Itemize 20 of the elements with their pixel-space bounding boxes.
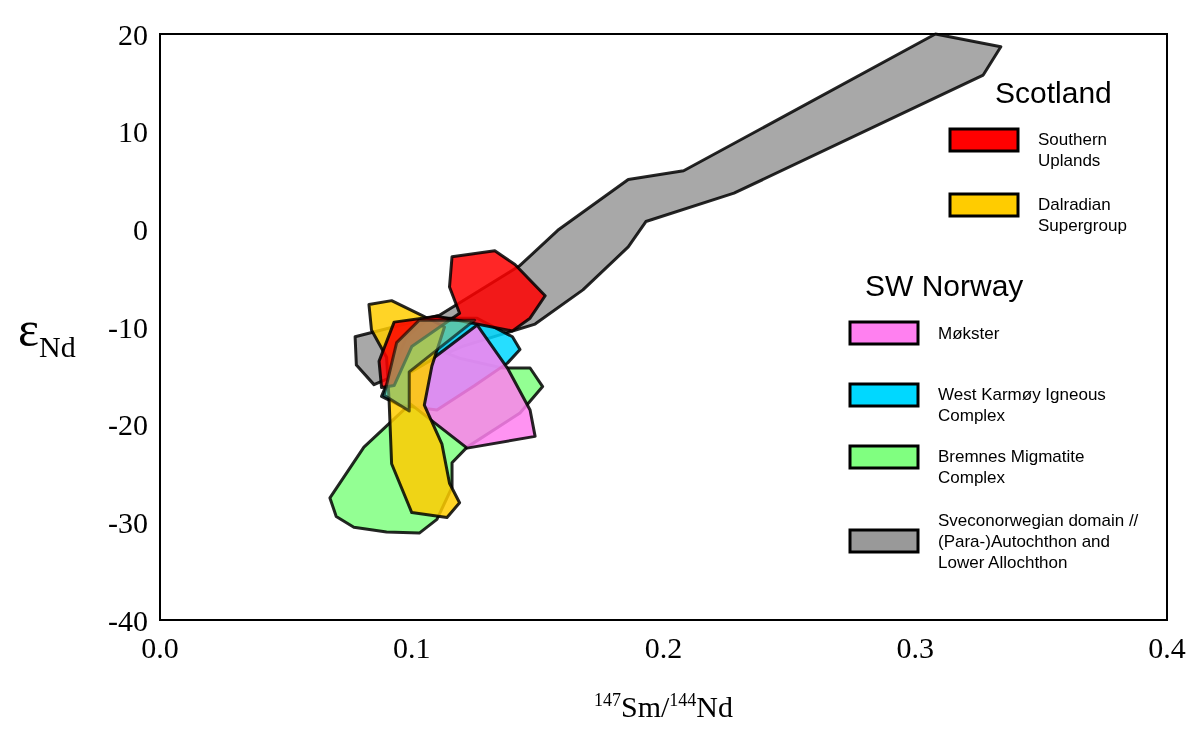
annotation: Scotland — [995, 75, 1112, 109]
x-tick-label: 0.2 — [644, 630, 683, 664]
y-tick-label: -10 — [108, 310, 148, 344]
x-axis-title: $^{147}$Sm/$^{144}$Nd — [593, 690, 734, 724]
x-tick-label: 0.1 — [393, 630, 431, 664]
y-axis-title: ε$_{Nd}$ — [18, 300, 76, 363]
legend-label: Sveconorwegian domain // (Para-)Autochthon and Lower Allochthon — [938, 510, 1139, 572]
legend-label: Bremnes Migmatite Complex — [938, 447, 1085, 487]
legend-label: Dalradian Supergroup — [1038, 195, 1127, 235]
y-tick-label: -20 — [108, 408, 148, 442]
legend-label: West Karmøy Igneous Complex — [938, 385, 1106, 425]
y-tick-label: 20 — [118, 17, 148, 51]
x-tick-label: 0.3 — [896, 630, 934, 664]
y-tick-label: -30 — [108, 505, 148, 539]
annotation: SW Norway — [865, 268, 1024, 302]
x-tick-label: 0.4 — [1148, 630, 1186, 664]
y-tick-label: 10 — [118, 115, 148, 149]
legend-label: Møkster — [938, 323, 1000, 343]
y-tick-label: 0 — [133, 212, 148, 246]
legend-label: Southern Uplands — [1038, 130, 1107, 170]
